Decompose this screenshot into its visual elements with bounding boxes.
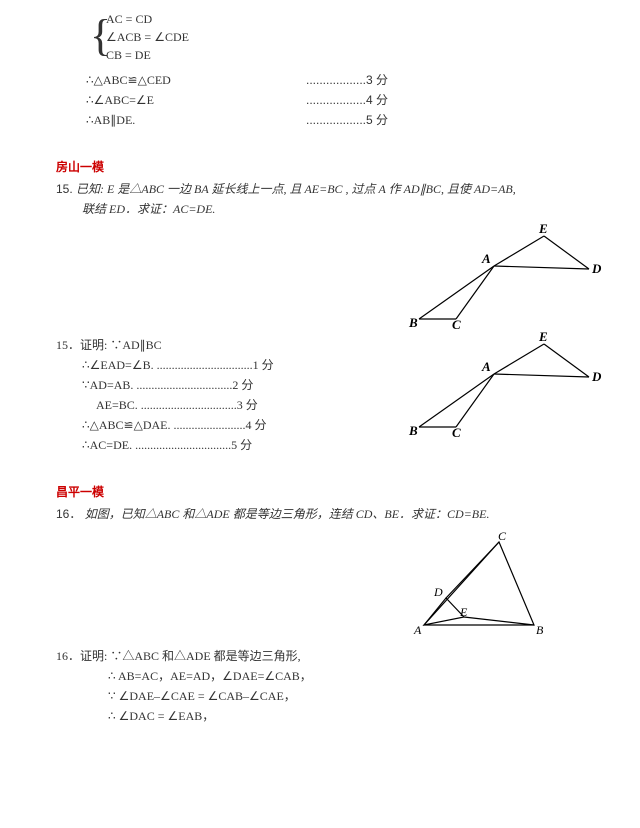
svg-text:B: B (408, 315, 418, 330)
left-brace: { (90, 10, 111, 62)
triangle-diagram-2: E A D B C (394, 329, 604, 439)
problem-16-text: 16． 如图，已知△ABC 和△ADE 都是等边三角形，连结 CD、BE．求证：… (56, 504, 584, 524)
brace-equations: { AC = CD ∠ACB = ∠CDE CB = DE (86, 10, 584, 64)
figure-16: A B C D E (56, 530, 584, 640)
svg-text:E: E (459, 605, 468, 619)
section-heading-15: 房山一模 (56, 158, 584, 175)
proof-score: ..................4 分 (306, 90, 388, 110)
proof-step: ∴ AB=AC，AE=AD，∠DAE=∠CAB， (108, 666, 584, 686)
proof-statement: ∴AB∥DE. (86, 110, 306, 130)
equilateral-diagram: A B C D E (394, 530, 564, 640)
problem-number: 16． (56, 507, 81, 521)
svg-text:D: D (591, 369, 602, 384)
section-heading-16: 昌平一模 (56, 483, 584, 500)
problem-body: 如图，已知△ABC 和△ADE 都是等边三角形，连结 CD、BE．求证：CD=B… (85, 507, 490, 521)
proof-statement: ∴△ABC≌△CED (86, 70, 306, 90)
figure-15-1: E A D B C (56, 225, 584, 335)
proof-15-block: E A D B C 15．证明: ∵AD∥BC ∴∠EAD=∠B. ......… (56, 335, 584, 455)
svg-text:A: A (481, 359, 491, 374)
svg-text:C: C (498, 530, 507, 543)
proof-step: ∵ ∠DAE–∠CAE = ∠CAB–∠CAE， (108, 686, 584, 706)
svg-text:B: B (408, 423, 418, 438)
svg-text:E: E (538, 221, 548, 236)
svg-text:D: D (591, 261, 602, 276)
brace-line: CB = DE (106, 46, 584, 64)
problem-line2: 联结 ED．求证：AC=DE. (82, 199, 215, 219)
proof-row: ∴∠ABC=∠E ..................4 分 (86, 90, 584, 110)
problem-number: 15. (56, 182, 73, 196)
proof-16-block: 16．证明: ∵△ABC 和△ADE 都是等边三角形, ∴ AB=AC，AE=A… (56, 646, 584, 726)
proof-step: ∴ ∠DAC = ∠EAB， (108, 706, 584, 726)
problem-15-text: 15. 已知: E 是△ABC 一边 BA 延长线上一点, 且 AE=BC , … (56, 179, 584, 219)
proof-row: ∴△ABC≌△CED ..................3 分 (86, 70, 584, 90)
brace-line: AC = CD (106, 10, 584, 28)
proof-16-title: 16．证明: ∵△ABC 和△ADE 都是等边三角形, (56, 646, 584, 666)
problem-line1: 已知: E 是△ABC 一边 BA 延长线上一点, 且 AE=BC , 过点 A… (76, 182, 516, 196)
svg-text:A: A (481, 251, 491, 266)
proof-score: ..................3 分 (306, 70, 388, 90)
svg-text:D: D (433, 585, 443, 599)
svg-text:A: A (413, 623, 422, 637)
proof-row: ∴AB∥DE. ..................5 分 (86, 110, 584, 130)
proof-statement: ∴∠ABC=∠E (86, 90, 306, 110)
brace-line: ∠ACB = ∠CDE (106, 28, 584, 46)
svg-text:C: C (452, 425, 461, 439)
proof-score: ..................5 分 (306, 110, 388, 130)
triangle-diagram-1: E A D B C (394, 221, 604, 331)
svg-text:B: B (536, 623, 544, 637)
svg-text:E: E (538, 329, 548, 344)
